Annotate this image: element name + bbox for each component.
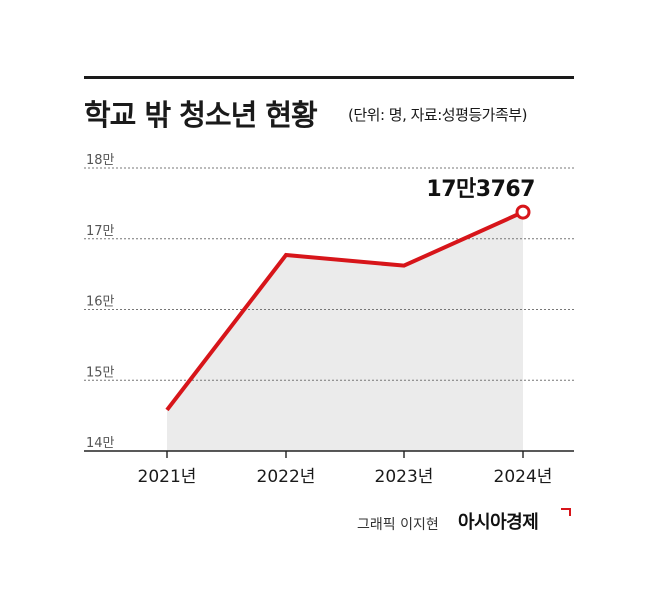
- x-tick-label: 2021년: [138, 467, 197, 487]
- data-point-2024: [515, 204, 531, 220]
- y-tick-label: 15만: [86, 365, 115, 380]
- x-tick-label: 2024년: [494, 467, 553, 487]
- data-label: 17만3767: [426, 177, 535, 202]
- y-tick-label: 16만: [86, 295, 115, 310]
- series-line: [165, 210, 524, 412]
- x-tick-label: 2023년: [375, 467, 434, 487]
- chart-subtitle: (단위: 명, 자료:성평등가족부): [348, 106, 527, 124]
- publisher-logo: 아시아경제: [458, 512, 539, 533]
- x-tick-label: 2022년: [257, 467, 316, 487]
- area-fill: [167, 212, 523, 451]
- graphic-credit: 그래픽 이지현: [357, 517, 439, 533]
- top-rule: [84, 76, 574, 79]
- y-tick-label: 17만: [86, 224, 115, 239]
- y-tick-label: 14만: [86, 436, 115, 451]
- y-tick-label: 18만: [86, 153, 115, 168]
- publisher-mark-icon: [561, 508, 571, 516]
- chart-title: 학교 밖 청소년 현황: [84, 98, 318, 132]
